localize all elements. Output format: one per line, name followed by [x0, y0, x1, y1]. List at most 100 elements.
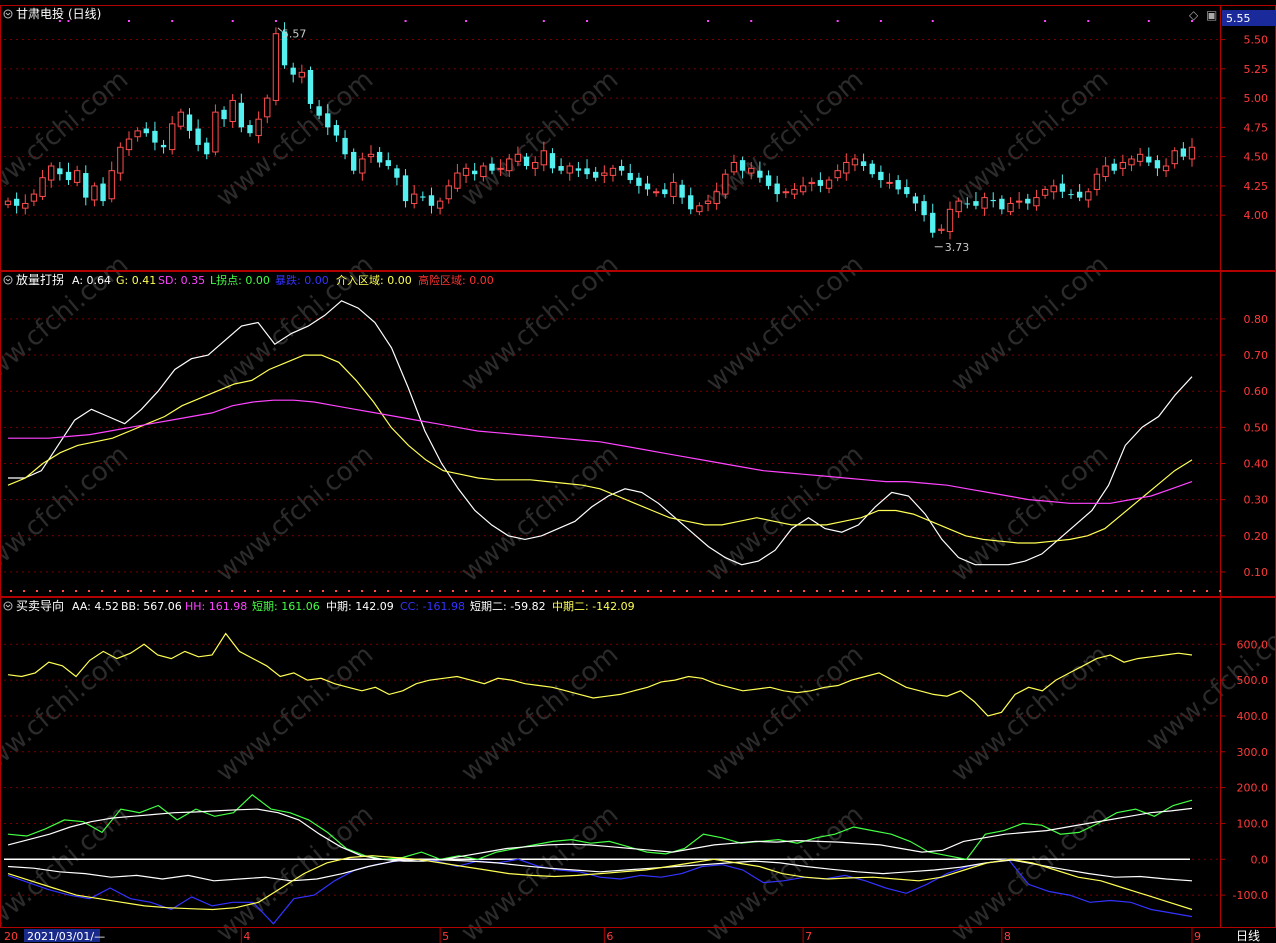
candle-up[interactable]: [212, 111, 219, 153]
candle-down[interactable]: [65, 171, 72, 181]
indicator-name[interactable]: 买卖导向: [16, 598, 64, 613]
candle-up[interactable]: [730, 161, 738, 173]
candle-down[interactable]: [817, 180, 824, 186]
candle-down[interactable]: [878, 171, 884, 181]
candle-down[interactable]: [549, 153, 556, 169]
candle-up[interactable]: [1093, 173, 1101, 190]
candle-up[interactable]: [938, 228, 945, 231]
candle-up[interactable]: [1085, 191, 1092, 201]
candle-down[interactable]: [1111, 163, 1117, 171]
candle-up[interactable]: [125, 138, 133, 151]
candle-up[interactable]: [272, 33, 280, 101]
candle-up[interactable]: [264, 97, 271, 118]
candle-up[interactable]: [1119, 161, 1127, 169]
candle-up[interactable]: [540, 150, 548, 166]
candle-down[interactable]: [351, 151, 357, 171]
candle-up[interactable]: [1162, 165, 1170, 172]
candle-up[interactable]: [134, 130, 141, 138]
candle-down[interactable]: [860, 161, 867, 166]
period-label[interactable]: 日线: [1236, 929, 1260, 943]
series-中期[interactable]: [7, 807, 1193, 862]
candle-down[interactable]: [238, 102, 245, 128]
candle-up[interactable]: [367, 153, 375, 158]
window-box-icon[interactable]: ▣: [1206, 8, 1217, 22]
candle-up[interactable]: [177, 111, 185, 127]
candle-down[interactable]: [333, 125, 340, 136]
candle-down[interactable]: [204, 142, 210, 155]
candle-down[interactable]: [584, 168, 590, 175]
candle-up[interactable]: [532, 161, 539, 169]
indicator-name[interactable]: 放量打拐: [16, 272, 64, 287]
candle-down[interactable]: [307, 70, 314, 104]
candle-up[interactable]: [886, 181, 893, 184]
candle-up[interactable]: [454, 172, 461, 189]
candle-up[interactable]: [825, 179, 833, 189]
candle-up[interactable]: [609, 167, 617, 176]
candle-up[interactable]: [108, 170, 115, 200]
candle-up[interactable]: [1102, 165, 1109, 178]
candle-down[interactable]: [679, 184, 685, 198]
candle-up[interactable]: [1050, 185, 1057, 193]
candle-down[interactable]: [247, 125, 253, 134]
candle-up[interactable]: [22, 202, 29, 209]
candle-down[interactable]: [869, 163, 875, 175]
candle-up[interactable]: [1007, 202, 1014, 213]
candle-down[interactable]: [1180, 148, 1187, 157]
candle-down[interactable]: [973, 201, 979, 206]
candle-up[interactable]: [808, 181, 815, 185]
panel3-toggle-icon[interactable]: [3, 601, 13, 611]
candle-down[interactable]: [316, 106, 322, 116]
candle-down[interactable]: [376, 151, 383, 163]
series-中期二[interactable]: [7, 855, 1193, 911]
candle-down[interactable]: [739, 160, 746, 171]
candle-down[interactable]: [489, 163, 495, 171]
candle-down[interactable]: [990, 199, 996, 202]
candle-up[interactable]: [1171, 150, 1178, 165]
candle-up[interactable]: [981, 197, 988, 209]
candle-down[interactable]: [921, 201, 927, 216]
candle-down[interactable]: [575, 168, 582, 171]
candle-up[interactable]: [229, 99, 236, 123]
candle-down[interactable]: [904, 187, 910, 195]
candle-down[interactable]: [143, 128, 149, 134]
candle-down[interactable]: [558, 166, 564, 171]
candle-down[interactable]: [83, 173, 89, 198]
candle-down[interactable]: [765, 175, 772, 186]
candle-down[interactable]: [195, 128, 201, 145]
candle-up[interactable]: [30, 193, 38, 202]
candle-down[interactable]: [290, 67, 296, 75]
candle-up[interactable]: [48, 165, 55, 181]
candle-up[interactable]: [39, 177, 46, 197]
series-SD[interactable]: [8, 399, 1193, 504]
candle-up[interactable]: [506, 158, 513, 172]
candle-up[interactable]: [791, 188, 798, 195]
diamond-icon[interactable]: ◇: [1189, 8, 1199, 22]
candle-up[interactable]: [411, 193, 418, 204]
candle-up[interactable]: [1041, 188, 1049, 196]
candle-down[interactable]: [13, 198, 20, 206]
candle-down[interactable]: [1025, 198, 1031, 204]
candle-down[interactable]: [930, 212, 936, 233]
indicator-panel-maimai[interactable]: [4, 632, 1193, 925]
candle-up[interactable]: [1033, 197, 1040, 207]
candle-down[interactable]: [895, 180, 901, 190]
candle-down[interactable]: [757, 170, 763, 178]
candle-up[interactable]: [946, 208, 954, 233]
candle-up[interactable]: [169, 123, 176, 151]
candle-down[interactable]: [472, 170, 478, 175]
candle-down[interactable]: [1059, 183, 1066, 192]
candle-up[interactable]: [480, 165, 487, 178]
candle-up[interactable]: [566, 165, 573, 174]
panel2-toggle-icon[interactable]: [3, 275, 13, 285]
candle-down[interactable]: [221, 109, 227, 120]
candle-up[interactable]: [1188, 146, 1196, 160]
candle-up[interactable]: [851, 158, 859, 166]
candle-down[interactable]: [523, 156, 530, 166]
candle-up[interactable]: [436, 200, 444, 209]
candle-up[interactable]: [704, 200, 712, 204]
candle-up[interactable]: [722, 173, 729, 195]
candle-up[interactable]: [4, 200, 12, 206]
panel1-toggle-icon[interactable]: [3, 9, 13, 19]
candle-down[interactable]: [774, 183, 780, 195]
candle-down[interactable]: [964, 203, 970, 205]
